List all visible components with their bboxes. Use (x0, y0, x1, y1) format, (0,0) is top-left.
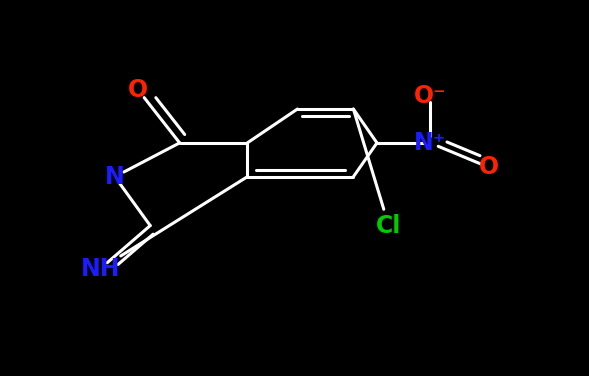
Text: NH: NH (80, 257, 120, 281)
Text: O⁻: O⁻ (413, 84, 446, 108)
Text: O: O (479, 155, 499, 179)
Text: N⁺: N⁺ (414, 131, 446, 155)
Text: O: O (128, 78, 148, 102)
Text: Cl: Cl (376, 214, 402, 238)
Text: N: N (105, 165, 125, 189)
